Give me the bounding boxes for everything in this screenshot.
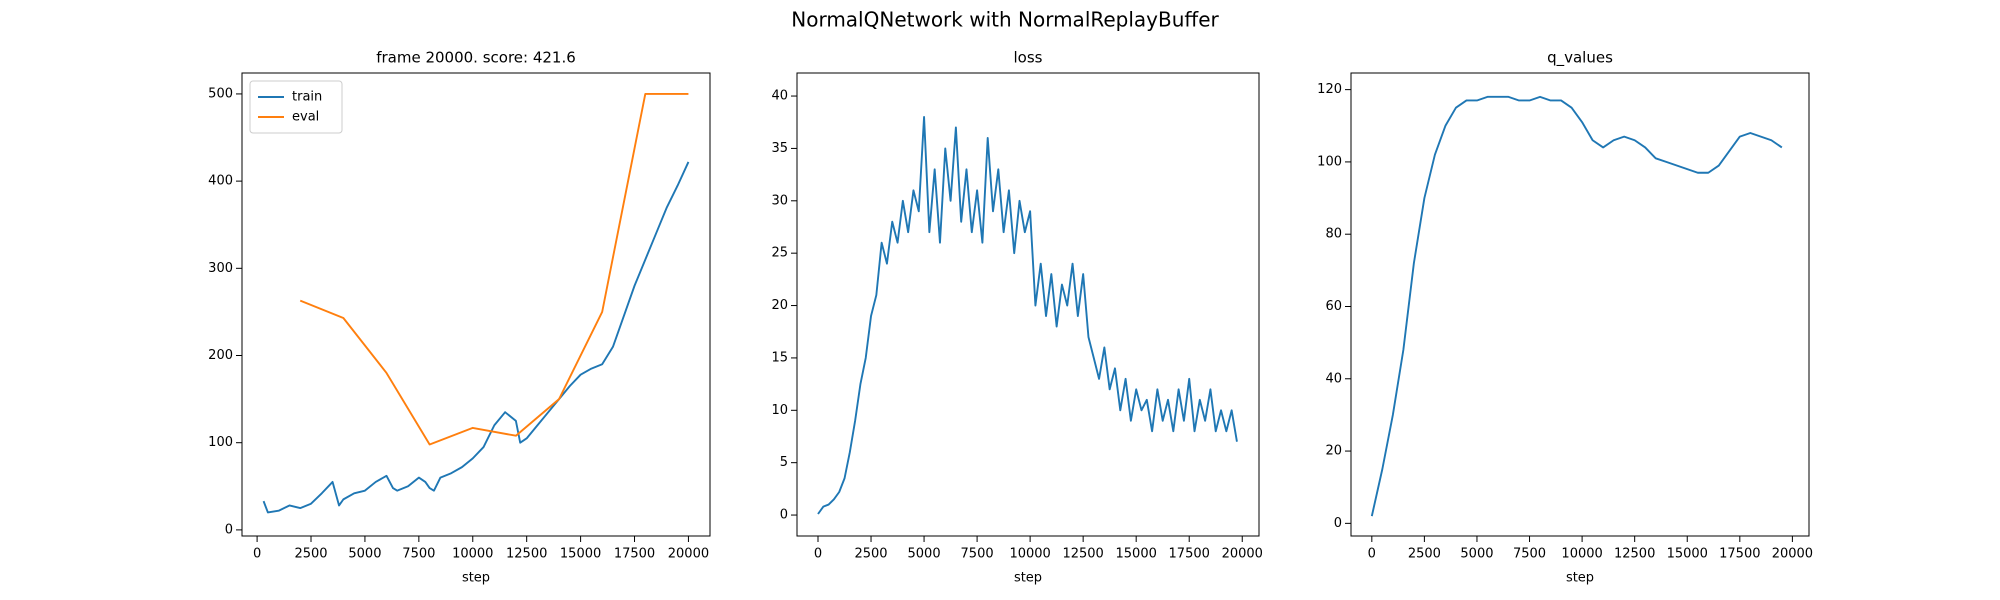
y-tick-label: 120 — [1317, 82, 1342, 97]
y-tick-label: 40 — [771, 89, 788, 104]
axes-frame — [796, 72, 1260, 537]
x-tick-label: 17500 — [1169, 547, 1210, 562]
x-axis-label: step — [1014, 571, 1042, 586]
legend-label: train — [292, 90, 322, 105]
x-tick-label: 10000 — [452, 547, 493, 562]
y-tick-label: 60 — [1325, 299, 1342, 314]
figure-title: NormalQNetwork with NormalReplayBuffer — [791, 8, 1219, 32]
subplot-title: loss — [1014, 49, 1043, 67]
x-tick-label: 10000 — [1009, 547, 1050, 562]
x-tick-label: 20000 — [1772, 547, 1813, 562]
y-tick-label: 0 — [1334, 516, 1342, 531]
x-tick-label: 0 — [1368, 547, 1376, 562]
axes-frame — [241, 72, 711, 537]
y-tick-label: 40 — [1325, 371, 1342, 386]
x-tick-label: 2500 — [294, 547, 327, 562]
x-tick-label: 15000 — [560, 547, 601, 562]
y-tick-label: 5 — [780, 455, 788, 470]
x-tick-label: 17500 — [1719, 547, 1760, 562]
series-line — [817, 116, 1238, 515]
y-tick-label: 500 — [208, 86, 233, 101]
series-line — [1370, 95, 1783, 517]
y-tick-label: 0 — [780, 508, 788, 523]
x-tick-label: 5000 — [1460, 547, 1493, 562]
x-tick-label: 10000 — [1561, 547, 1602, 562]
x-tick-label: 20000 — [1222, 547, 1263, 562]
y-tick-label: 15 — [771, 350, 788, 365]
y-tick-label: 20 — [1325, 444, 1342, 459]
legend-label: eval — [292, 110, 319, 125]
x-tick-label: 7500 — [961, 547, 994, 562]
x-tick-label: 15000 — [1667, 547, 1708, 562]
x-tick-label: 5000 — [908, 547, 941, 562]
x-tick-label: 12500 — [1062, 547, 1103, 562]
series-line — [262, 161, 690, 514]
y-tick-label: 30 — [771, 193, 788, 208]
y-tick-label: 200 — [208, 348, 233, 363]
x-tick-label: 0 — [814, 547, 822, 562]
y-tick-label: 35 — [771, 141, 788, 156]
y-tick-label: 10 — [771, 403, 788, 418]
x-tick-label: 0 — [253, 547, 261, 562]
x-tick-label: 2500 — [854, 547, 887, 562]
x-tick-label: 7500 — [1513, 547, 1546, 562]
x-tick-label: 12500 — [1614, 547, 1655, 562]
y-tick-label: 80 — [1325, 227, 1342, 242]
y-tick-label: 300 — [208, 261, 233, 276]
y-tick-label: 25 — [771, 246, 788, 261]
x-tick-label: 20000 — [668, 547, 709, 562]
y-tick-label: 100 — [208, 435, 233, 450]
axes-frame — [1350, 72, 1810, 537]
y-tick-label: 20 — [771, 298, 788, 313]
y-tick-label: 400 — [208, 174, 233, 189]
subplot-title: frame 20000. score: 421.6 — [376, 49, 576, 67]
x-tick-label: 17500 — [614, 547, 655, 562]
x-tick-label: 15000 — [1116, 547, 1157, 562]
y-tick-label: 100 — [1317, 154, 1342, 169]
x-tick-label: 12500 — [506, 547, 547, 562]
x-tick-label: 2500 — [1408, 547, 1441, 562]
x-axis-label: step — [1566, 571, 1594, 586]
y-tick-label: 0 — [225, 522, 233, 537]
subplot-title: q_values — [1547, 49, 1613, 68]
x-tick-label: 7500 — [402, 547, 435, 562]
legend-box — [249, 80, 343, 134]
x-axis-label: step — [462, 571, 490, 586]
series-line — [299, 92, 689, 446]
x-tick-label: 5000 — [348, 547, 381, 562]
